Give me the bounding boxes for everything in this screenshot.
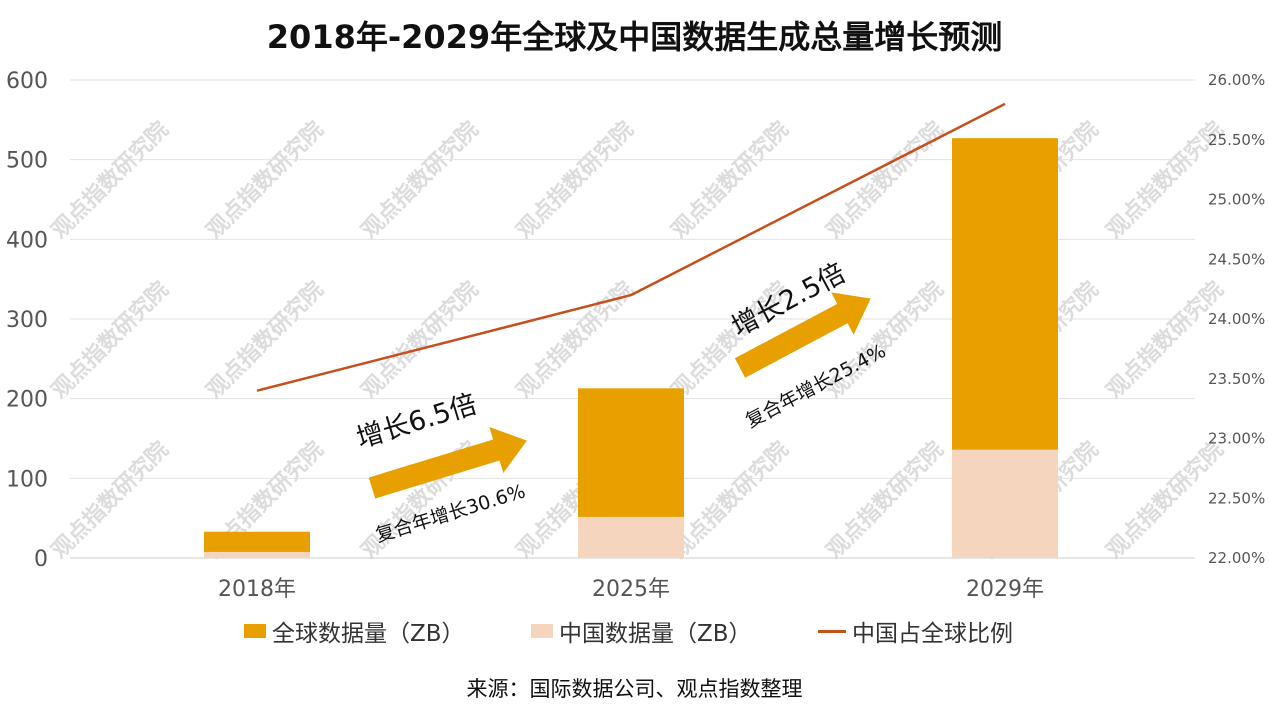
watermark-text: 观点指数研究院 <box>666 436 793 563</box>
y2-tick-label: 26.00% <box>1208 71 1265 89</box>
watermark-text: 观点指数研究院 <box>356 276 483 403</box>
legend-swatch-global <box>244 624 266 638</box>
x-tick-label: 2025年 <box>592 577 670 602</box>
y-tick-label: 400 <box>6 228 48 253</box>
watermark-text: 观点指数研究院 <box>46 276 173 403</box>
bar-china <box>204 551 310 558</box>
y-tick-label: 100 <box>6 467 48 492</box>
watermark-text: 观点指数研究院 <box>201 116 328 243</box>
x-axis: 2018年 2025年 2029年 <box>218 577 1044 602</box>
legend-label-ratio: 中国占全球比例 <box>852 621 1013 647</box>
y2-tick-label: 24.50% <box>1208 250 1265 268</box>
bar-china <box>952 449 1058 558</box>
chart-title: 2018年-2029年全球及中国数据生成总量增长预测 <box>266 18 1003 56</box>
y2-tick-label: 23.50% <box>1208 370 1265 388</box>
ratio-line <box>256 102 1006 392</box>
watermark-text: 观点指数研究院 <box>356 116 483 243</box>
y2-tick-label: 22.00% <box>1208 549 1265 567</box>
legend-item-ratio: 中国占全球比例 <box>818 614 1013 648</box>
watermark-text: 观点指数研究院 <box>511 276 638 403</box>
watermark-text: 观点指数研究院 <box>821 436 948 563</box>
growth-arrow <box>734 292 871 378</box>
watermark-text: 观点指数研究院 <box>201 276 328 403</box>
y2-tick-label: 25.50% <box>1208 131 1265 149</box>
y-tick-label: 500 <box>6 149 48 174</box>
bar-china <box>578 516 684 558</box>
y-axis-left: 0 100 200 300 400 500 600 <box>6 69 48 572</box>
y-tick-label: 0 <box>34 547 48 572</box>
legend-swatch-china <box>531 624 553 638</box>
y-tick-label: 200 <box>6 388 48 413</box>
legend-label-global: 全球数据量（ZB） <box>272 621 465 647</box>
bars <box>204 138 1058 558</box>
legend-item-china: 中国数据量（ZB） <box>531 614 752 648</box>
x-tick-label: 2029年 <box>966 577 1044 602</box>
growth-arrow <box>368 427 527 499</box>
y2-tick-label: 24.00% <box>1208 310 1265 328</box>
y2-tick-label: 25.00% <box>1208 191 1265 209</box>
source-note: 来源：国际数据公司、观点指数整理 <box>466 677 803 701</box>
y-tick-label: 600 <box>6 69 48 94</box>
watermark-text: 观点指数研究院 <box>46 116 173 243</box>
legend: 全球数据量（ZB） 中国数据量（ZB） 中国占全球比例 <box>0 614 1269 648</box>
watermark-text: 观点指数研究院 <box>511 116 638 243</box>
legend-label-china: 中国数据量（ZB） <box>559 621 752 647</box>
y2-tick-label: 22.50% <box>1208 489 1265 507</box>
watermark-text: 观点指数研究院 <box>46 436 173 563</box>
x-tick-label: 2018年 <box>218 577 296 602</box>
legend-item-global: 全球数据量（ZB） <box>244 614 465 648</box>
watermark-text: 观点指数研究院 <box>666 116 793 243</box>
y-tick-label: 300 <box>6 308 48 333</box>
watermark-text: 观点指数研究院 <box>821 116 948 243</box>
y-axis-right: 22.00% 22.50% 23.00% 23.50% 24.00% 24.50% 25.0… <box>1208 71 1265 567</box>
legend-swatch-ratio <box>818 629 846 633</box>
arrow-shape <box>734 292 871 378</box>
y2-tick-label: 23.00% <box>1208 430 1265 448</box>
arrow-shape <box>368 427 527 499</box>
